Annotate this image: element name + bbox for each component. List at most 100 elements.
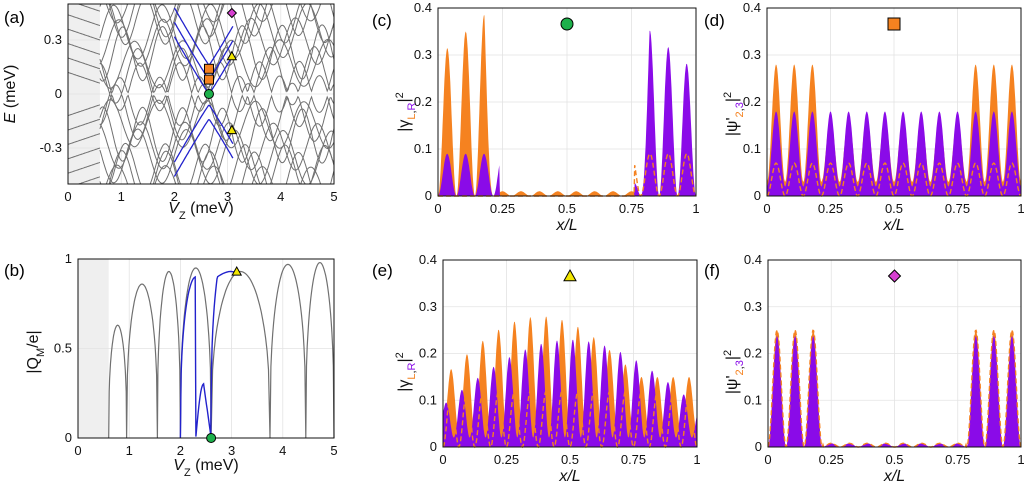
gray-level bbox=[105, 4, 322, 24]
y-axis-label-part: 3 bbox=[734, 360, 746, 366]
panel-label-e: (e) bbox=[372, 261, 393, 280]
x-axis-label: x/L bbox=[883, 468, 905, 485]
x-tick-label: 0.75 bbox=[619, 201, 644, 216]
y-axis-label-part: |ψ' bbox=[724, 117, 741, 136]
square-marker bbox=[203, 63, 214, 74]
y-axis-label-part: , bbox=[406, 110, 418, 113]
y-tick-label: 0.1 bbox=[414, 141, 432, 156]
x-tick-label: 0.25 bbox=[490, 201, 515, 216]
x-tick-label: 0.5 bbox=[885, 201, 903, 216]
y-axis-label: |ψ'2,3|2 bbox=[722, 92, 746, 136]
y-axis-label-part: |γ bbox=[396, 120, 413, 132]
panel-label-a: (a) bbox=[4, 8, 25, 27]
x-tick-label: 0 bbox=[764, 452, 771, 467]
y-tick-label: 0.1 bbox=[744, 392, 762, 407]
y-axis-label-part: L bbox=[406, 114, 418, 120]
y-axis-label: |γL,R|2 bbox=[394, 92, 418, 132]
y-tick-label: 0.2 bbox=[414, 94, 432, 109]
y-tick-label: 0.1 bbox=[419, 392, 437, 407]
panel-label-f: (f) bbox=[704, 261, 720, 280]
y-tick-label: 0.3 bbox=[44, 32, 62, 47]
x-tick-label: 5 bbox=[330, 189, 337, 204]
y-axis-label-part: |ψ' bbox=[724, 375, 741, 394]
gray-level bbox=[68, 104, 101, 117]
y-tick-label: 0.4 bbox=[743, 0, 761, 15]
panel-e: 0 0.25 0.5 0.75 1 0 0.1 0.2 0.3 0.4 (e) x/L |γL,R|2 bbox=[372, 252, 701, 485]
x-tick-label: 0.5 bbox=[558, 201, 576, 216]
y-axis-label-part: , bbox=[734, 366, 746, 369]
charge-curve bbox=[108, 261, 335, 439]
x-tick-label: 4 bbox=[277, 189, 284, 204]
y-axis-label-part: | bbox=[724, 356, 741, 360]
x-tick-label: 0 bbox=[434, 201, 441, 216]
gray-level bbox=[68, 147, 101, 160]
x-tick-label: 3 bbox=[224, 189, 231, 204]
x-axis-label: x/L bbox=[882, 217, 904, 234]
panel-c: 0 0.25 0.5 0.75 1 0 0.1 0.2 0.3 0.4 (c) x/L |γL,R|2 bbox=[372, 0, 700, 234]
gray-level bbox=[105, 164, 322, 184]
x-axis-label: VZ (meV) bbox=[168, 200, 233, 222]
x-tick-label: 0 bbox=[763, 201, 770, 216]
triangle-marker bbox=[231, 266, 243, 276]
gray-level bbox=[99, 142, 334, 184]
x-tick-label: 1 bbox=[1017, 201, 1024, 216]
y-axis-label-part: |Q bbox=[25, 357, 42, 374]
circle-marker bbox=[560, 17, 574, 31]
y-tick-label: 0 bbox=[55, 86, 62, 101]
y-axis-label: |QM/e| bbox=[25, 330, 47, 373]
x-tick-label: 0.75 bbox=[945, 201, 970, 216]
y-tick-label: 0.2 bbox=[419, 346, 437, 361]
gray-level bbox=[68, 28, 101, 41]
y-tick-label: 0.2 bbox=[744, 346, 762, 361]
y-axis-label-part: R bbox=[406, 362, 418, 370]
y-tick-label: 0.3 bbox=[743, 47, 761, 62]
axes-box bbox=[437, 7, 697, 197]
panel-label-b: (b) bbox=[4, 261, 25, 280]
triangle-marker bbox=[226, 124, 238, 135]
purple-area bbox=[768, 336, 1021, 447]
x-axis-label-part: (meV) bbox=[191, 457, 239, 474]
y-axis-label-part: , bbox=[734, 108, 746, 111]
x-tick-label: 5 bbox=[330, 443, 337, 458]
purple-area bbox=[443, 339, 697, 447]
blue-level bbox=[173, 119, 234, 177]
y-axis-label-part: /e| bbox=[25, 330, 42, 348]
x-tick-label: 0 bbox=[439, 452, 446, 467]
x-tick-label: 0 bbox=[64, 189, 71, 204]
circle-marker bbox=[206, 433, 217, 443]
y-tick-label: 0.5 bbox=[54, 341, 72, 356]
x-tick-label: 0.25 bbox=[819, 452, 844, 467]
x-tick-label: 0.75 bbox=[621, 452, 646, 467]
square-marker bbox=[203, 74, 214, 85]
x-tick-label: 2 bbox=[177, 443, 184, 458]
y-tick-label: 0 bbox=[425, 188, 432, 203]
y-tick-label: 0.3 bbox=[419, 299, 437, 314]
y-axis-label-part: | bbox=[724, 98, 741, 102]
x-tick-label: 1 bbox=[1017, 452, 1024, 467]
gray-level bbox=[68, 133, 101, 145]
blue-level bbox=[173, 7, 234, 66]
square-marker bbox=[887, 17, 901, 31]
gray-level bbox=[99, 60, 334, 95]
diamond-marker bbox=[226, 7, 238, 19]
x-axis-label-part: (meV) bbox=[186, 200, 234, 217]
y-axis-label-part: |γ bbox=[396, 380, 413, 392]
x-tick-label: 1 bbox=[693, 452, 700, 467]
y-tick-label: 0.4 bbox=[419, 252, 437, 267]
purple-area bbox=[767, 111, 1021, 196]
x-tick-label: 4 bbox=[279, 443, 286, 458]
y-axis-label-part: 2 bbox=[394, 92, 406, 98]
diamond-marker bbox=[887, 269, 902, 283]
gray-level bbox=[68, 43, 101, 55]
y-axis-label-part: R bbox=[406, 102, 418, 110]
x-tick-label: 2 bbox=[171, 189, 178, 204]
blue-level bbox=[173, 36, 234, 95]
gray-level bbox=[68, 161, 101, 174]
y-tick-label: 0.2 bbox=[743, 94, 761, 109]
x-tick-label: 1 bbox=[692, 201, 699, 216]
x-tick-label: 0.75 bbox=[945, 452, 970, 467]
y-axis-label-part: (meV) bbox=[2, 65, 19, 113]
y-tick-label: 1 bbox=[65, 251, 72, 266]
triangle-marker bbox=[563, 268, 577, 282]
